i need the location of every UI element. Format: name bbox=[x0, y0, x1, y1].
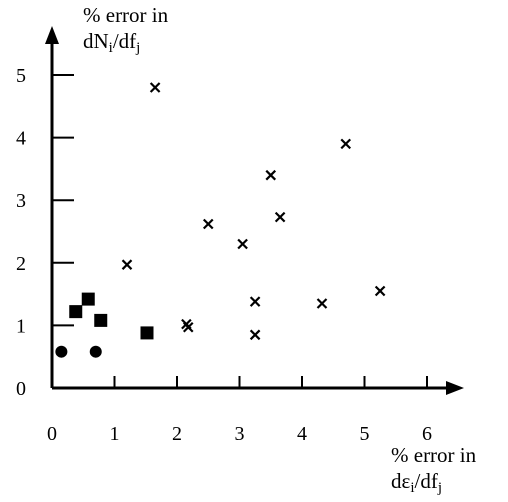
cross-point bbox=[274, 211, 286, 223]
cross-point bbox=[121, 259, 133, 270]
x-tick-label: 6 bbox=[422, 423, 432, 445]
ticks: 0 1 2 3 4 5 6 0 1 2 3 4 5 bbox=[16, 65, 432, 445]
cross-point bbox=[202, 218, 214, 230]
x-axis-label-line2: dεi/dfj bbox=[391, 469, 442, 496]
y-tick-label: 0 bbox=[16, 378, 26, 400]
y-tick-label: 4 bbox=[16, 128, 26, 150]
cross-point bbox=[340, 138, 352, 150]
axes bbox=[45, 26, 464, 395]
square-point bbox=[94, 313, 108, 327]
x-tick-label: 4 bbox=[297, 423, 307, 445]
square-point bbox=[69, 305, 83, 319]
cross-point bbox=[237, 238, 248, 250]
cross-point bbox=[182, 322, 194, 333]
cross-point bbox=[149, 82, 161, 93]
y-axis-arrowhead bbox=[45, 26, 59, 44]
cross-point bbox=[316, 298, 328, 309]
circle-point bbox=[89, 345, 102, 358]
x-tick-label: 3 bbox=[235, 423, 245, 445]
y-axis-label-line1: % error in bbox=[83, 3, 169, 27]
cross-point bbox=[265, 169, 277, 181]
y-axis-label-line2: dNi/dfj bbox=[83, 29, 141, 56]
x-tick-label: 5 bbox=[360, 423, 370, 445]
y-tick-label: 3 bbox=[16, 190, 26, 212]
x-tick-label: 2 bbox=[172, 423, 182, 445]
x-axis-arrowhead bbox=[446, 381, 464, 395]
x-tick-label: 0 bbox=[47, 423, 57, 445]
circle-point bbox=[55, 345, 68, 358]
y-tick-label: 1 bbox=[16, 315, 26, 337]
square-point bbox=[81, 292, 95, 306]
cross-point bbox=[374, 285, 386, 297]
data-points bbox=[55, 82, 386, 358]
x-axis-label-line1: % error in bbox=[391, 443, 477, 467]
y-tick-label: 2 bbox=[16, 253, 26, 275]
y-axis-label: % error in dNi/dfj bbox=[83, 2, 169, 56]
cross-point bbox=[249, 296, 261, 307]
cross-point bbox=[249, 329, 261, 341]
x-axis-label: % error in dεi/dfj bbox=[391, 442, 477, 496]
square-point bbox=[140, 326, 154, 340]
y-tick-label: 5 bbox=[16, 65, 26, 87]
x-tick-label: 1 bbox=[110, 423, 120, 445]
